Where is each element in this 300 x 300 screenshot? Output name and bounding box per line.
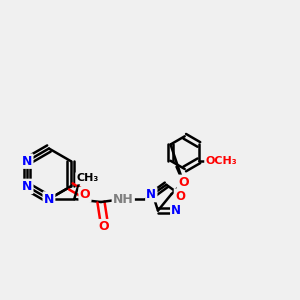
Text: N: N — [22, 180, 32, 193]
Text: O: O — [99, 220, 109, 233]
Text: OCH₃: OCH₃ — [205, 156, 237, 166]
Text: N: N — [146, 188, 156, 201]
Text: O: O — [178, 176, 188, 189]
Text: N: N — [22, 154, 32, 168]
Text: O: O — [175, 190, 185, 202]
Text: N: N — [171, 204, 181, 217]
Text: O: O — [80, 188, 90, 201]
Text: NH: NH — [113, 193, 134, 206]
Text: N: N — [44, 193, 54, 206]
Text: CH₃: CH₃ — [76, 173, 99, 183]
